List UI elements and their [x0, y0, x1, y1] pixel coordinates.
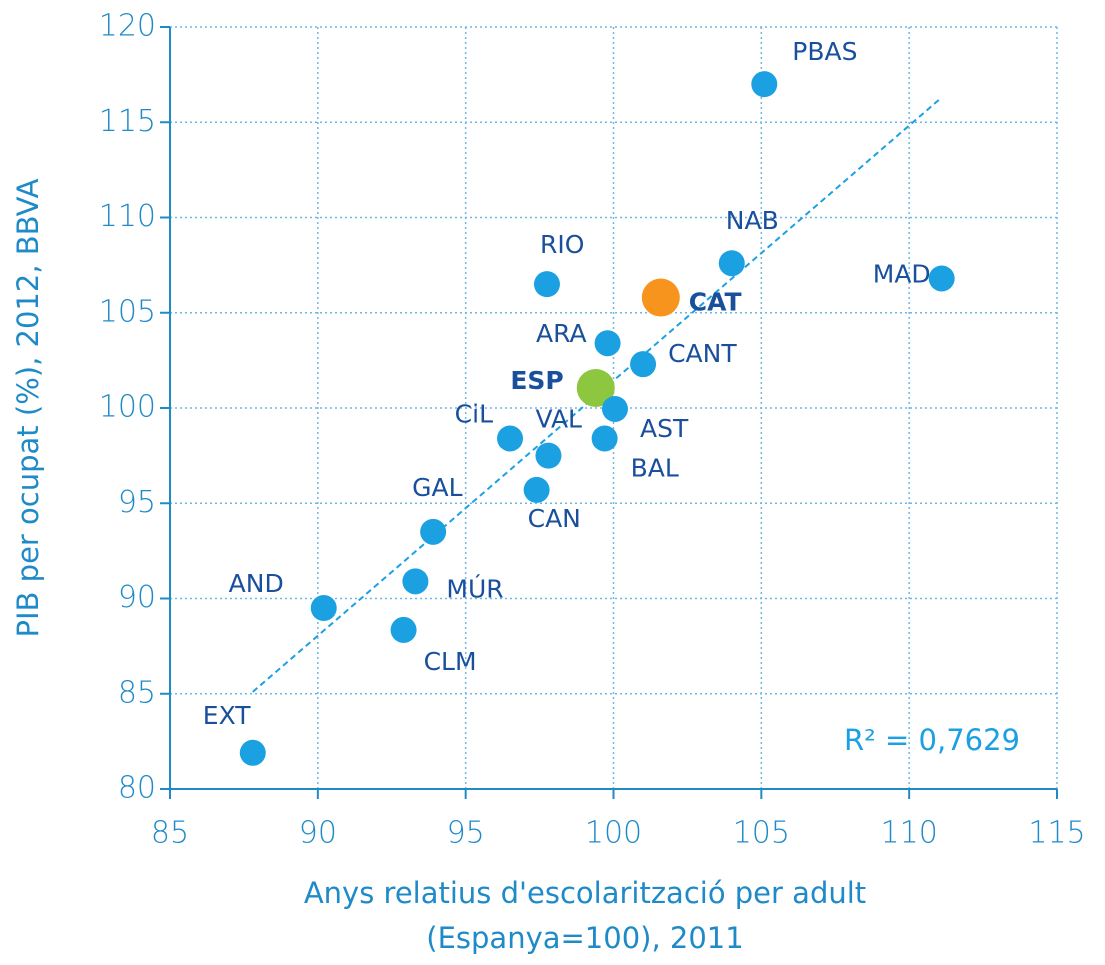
y-tick-label: 115 — [99, 104, 156, 139]
r-squared: R² = 0,7629 — [844, 723, 1020, 757]
y-tick-label: 90 — [118, 580, 156, 615]
point — [390, 616, 417, 643]
point-label: PBAS — [792, 37, 857, 66]
y-axis-label: PIB per ocupat (%), 2012, BBVA — [11, 178, 45, 637]
point — [533, 271, 560, 298]
point — [751, 71, 778, 98]
x-tick-label: 100 — [585, 816, 642, 851]
x-tick-label: 110 — [881, 816, 938, 851]
point — [497, 425, 524, 452]
point-label: CANT — [668, 339, 737, 368]
point — [523, 476, 550, 503]
point — [594, 330, 621, 357]
y-tick-label: 105 — [99, 294, 156, 329]
point — [535, 442, 562, 469]
x-axis-label: (Espanya=100), 2011 — [426, 921, 743, 955]
point-label: VAL — [535, 405, 582, 434]
point-label: ESP — [510, 366, 563, 395]
point — [239, 739, 266, 766]
point-label: MÚR — [446, 573, 503, 603]
x-tick-label: 95 — [447, 816, 485, 851]
point-label: CiL — [455, 399, 493, 428]
point — [641, 278, 680, 317]
point — [576, 368, 615, 407]
point — [402, 568, 429, 595]
point-label: ARA — [536, 319, 587, 348]
point-label: CLM — [424, 647, 477, 676]
point — [420, 518, 447, 545]
point-label: AND — [229, 569, 284, 598]
point-label: RIO — [540, 230, 584, 259]
y-tick-label: 80 — [118, 771, 156, 806]
y-tick-label: 110 — [99, 199, 156, 234]
y-tick-label: 120 — [99, 9, 156, 44]
point — [601, 395, 628, 422]
point — [310, 595, 337, 622]
y-tick-label: 100 — [99, 390, 156, 425]
point-label: BAL — [631, 453, 679, 482]
x-tick-label: 90 — [299, 816, 337, 851]
point — [718, 250, 745, 277]
y-tick-label: 95 — [118, 485, 156, 520]
x-tick-label: 115 — [1028, 816, 1085, 851]
x-axis-label: Anys relatius d'escolarització per adult — [304, 876, 866, 910]
point-label: NAB — [726, 206, 779, 235]
point-label: GAL — [412, 473, 462, 502]
point-label: EXT — [203, 701, 251, 730]
point — [928, 265, 955, 292]
point-label: CAN — [528, 504, 581, 533]
point — [591, 425, 618, 452]
x-tick-label: 105 — [733, 816, 790, 851]
point-label: CAT — [689, 288, 742, 317]
point — [630, 351, 657, 378]
x-tick-label: 85 — [151, 816, 189, 851]
y-tick-label: 85 — [118, 675, 156, 710]
point-label: MAD — [873, 259, 931, 288]
point-label: AST — [640, 414, 689, 443]
